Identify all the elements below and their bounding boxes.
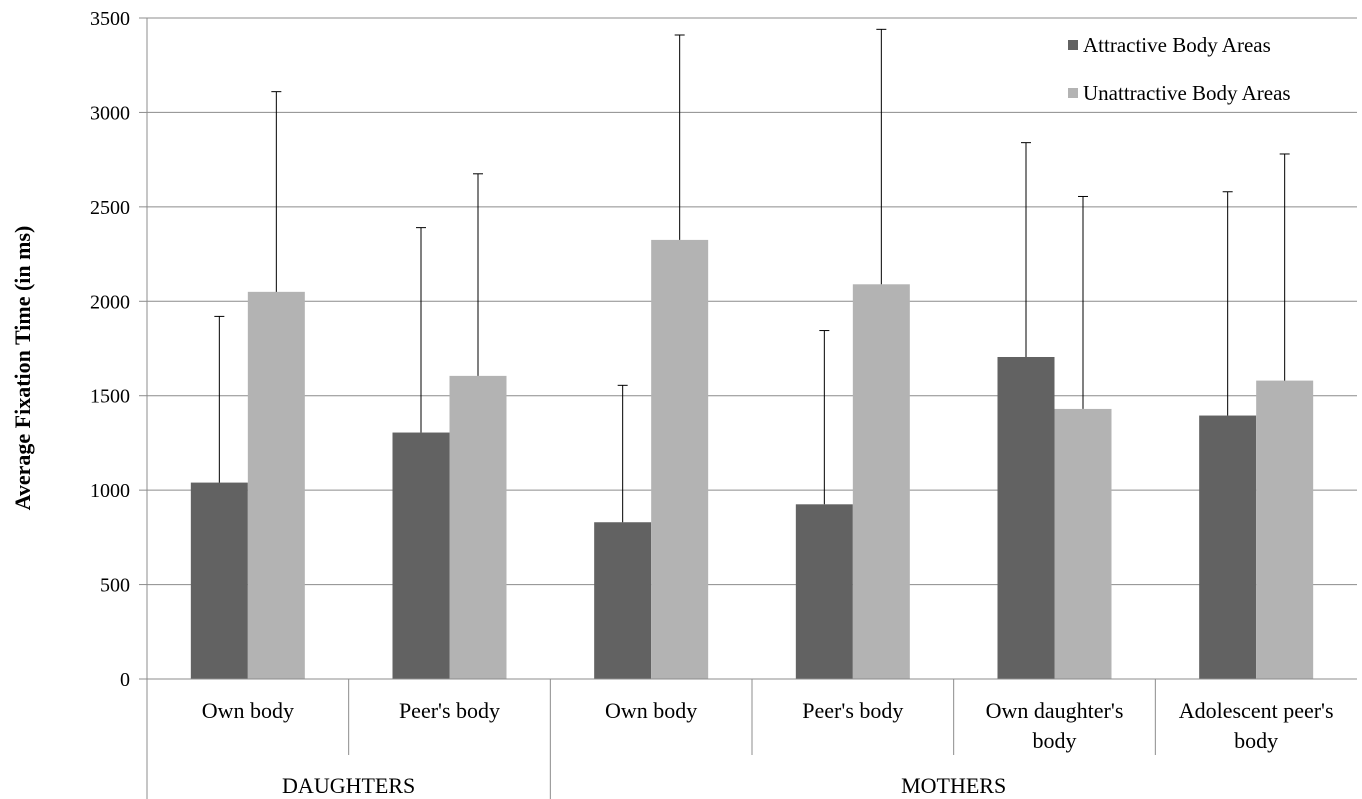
- bar: [247, 291, 305, 679]
- bar: [1054, 408, 1112, 679]
- x-group-label: MOTHERS: [901, 773, 1006, 798]
- y-tick-label: 3000: [90, 102, 130, 124]
- legend: Attractive Body Areas Unattractive Body A…: [1068, 33, 1291, 105]
- bar: [449, 375, 507, 679]
- y-axis-label: Average Fixation Time (in ms): [10, 226, 35, 511]
- legend-label: Attractive Body Areas: [1083, 33, 1271, 57]
- y-tick-label: 1500: [90, 386, 130, 408]
- y-tick-labels: 0 500 1000 1500 2000 2500 3000 3500: [90, 8, 130, 691]
- y-tick-label: 3500: [90, 8, 130, 30]
- x-category-label: Peer's body: [802, 698, 903, 723]
- bar: [392, 432, 450, 679]
- x-category-label: body: [1033, 728, 1077, 753]
- x-category-label: Own body: [202, 698, 294, 723]
- bars: [190, 239, 1314, 679]
- x-category-label: Own daughter's: [986, 698, 1124, 723]
- x-category-label: Peer's body: [399, 698, 500, 723]
- bar: [1256, 380, 1314, 679]
- x-category-labels: Own body Peer's body Own body Peer's body Ow…: [202, 698, 1334, 753]
- x-group-labels: DAUGHTERS MOTHERS: [282, 773, 1006, 798]
- bar: [190, 482, 248, 679]
- error-bars: [214, 28, 1290, 523]
- x-group-label: DAUGHTERS: [282, 773, 415, 798]
- bar: [594, 522, 652, 679]
- axes: [146, 18, 1357, 799]
- bar: [795, 504, 853, 679]
- bar: [651, 239, 709, 679]
- x-category-label: body: [1234, 728, 1278, 753]
- y-tick-label: 500: [100, 575, 130, 597]
- bar: [852, 284, 910, 679]
- legend-swatch: [1068, 40, 1078, 50]
- y-tick-label: 0: [120, 669, 130, 691]
- y-tick-label: 1000: [90, 480, 130, 502]
- bar: [997, 356, 1055, 679]
- x-category-label: Adolescent peer's: [1179, 698, 1334, 723]
- legend-swatch: [1068, 88, 1078, 98]
- legend-label: Unattractive Body Areas: [1083, 81, 1291, 105]
- x-category-label: Own body: [605, 698, 697, 723]
- y-tick-label: 2500: [90, 197, 130, 219]
- grid-lines: [139, 17, 1357, 680]
- y-tick-label: 2000: [90, 291, 130, 313]
- bar: [1199, 415, 1257, 679]
